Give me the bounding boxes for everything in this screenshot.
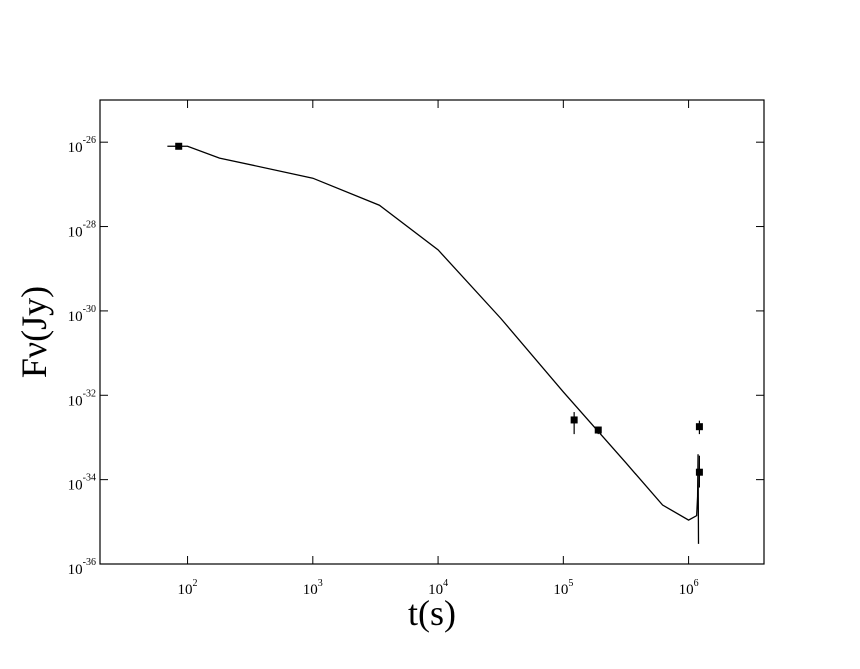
data-point: [695, 468, 703, 476]
y-tick-base: 10: [68, 140, 83, 156]
model-curve: [167, 145, 700, 544]
x-tick-label: 103: [303, 578, 323, 598]
y-tick-label: 10-32: [68, 388, 96, 409]
plot-frame: [99, 99, 765, 565]
y-tick-base: 10: [68, 562, 83, 578]
data-point: [570, 416, 578, 424]
y-tick-base: 10: [68, 478, 83, 494]
y-tick-label: 10-34: [68, 473, 96, 494]
x-tick-label: 104: [428, 578, 448, 598]
x-tick-label: 105: [553, 578, 573, 598]
x-tick-base: 10: [428, 582, 443, 598]
x-tick-label: 102: [178, 578, 198, 598]
x-tick-exponent: 6: [694, 578, 699, 589]
x-tick-exponent: 5: [568, 578, 573, 589]
x-tick-base: 10: [178, 582, 193, 598]
x-tick-label: 106: [679, 578, 699, 598]
y-tick-exponent: -28: [83, 220, 96, 231]
y-tick-exponent: -32: [83, 388, 96, 399]
x-tick-exponent: 2: [193, 578, 198, 589]
y-tick-label: 10-30: [68, 304, 96, 325]
x-tick-base: 10: [303, 582, 318, 598]
y-tick-base: 10: [68, 225, 83, 241]
x-tick-base: 10: [553, 582, 568, 598]
y-tick-exponent: -26: [83, 135, 96, 146]
y-tick-label: 10-36: [68, 557, 96, 578]
x-axis-label: t(s): [408, 593, 456, 633]
y-tick-exponent: -30: [83, 304, 96, 315]
y-tick-base: 10: [68, 393, 83, 409]
data-point: [175, 142, 183, 150]
data-point: [594, 426, 602, 434]
x-tick-base: 10: [679, 582, 694, 598]
x-tick-exponent: 4: [443, 578, 448, 589]
y-tick-label: 10-28: [68, 220, 96, 241]
y-tick-exponent: -36: [83, 557, 96, 568]
x-tick-exponent: 3: [318, 578, 323, 589]
data-point: [695, 423, 703, 431]
y-tick-exponent: -34: [83, 473, 96, 484]
y-axis-label: Fν(Jy): [14, 286, 54, 378]
y-tick-base: 10: [68, 309, 83, 325]
y-tick-label: 10-26: [68, 135, 96, 156]
